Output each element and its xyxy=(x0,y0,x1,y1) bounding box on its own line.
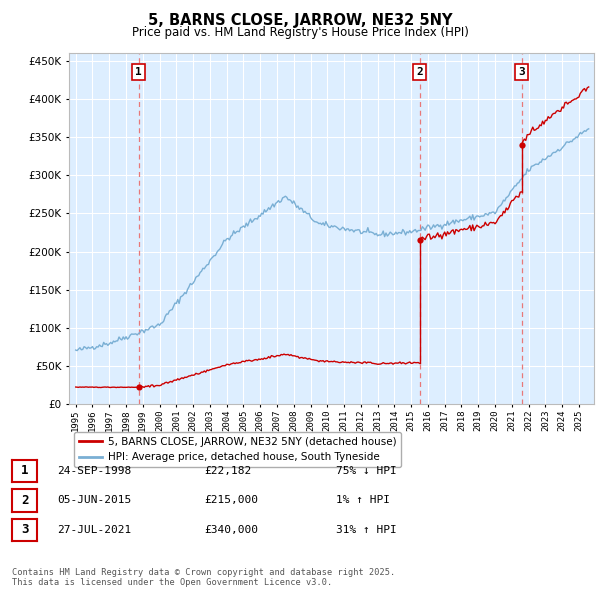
Text: £22,182: £22,182 xyxy=(204,466,251,476)
Text: 27-JUL-2021: 27-JUL-2021 xyxy=(57,525,131,535)
Text: 1% ↑ HPI: 1% ↑ HPI xyxy=(336,496,390,505)
Text: 1: 1 xyxy=(135,67,142,77)
Text: Contains HM Land Registry data © Crown copyright and database right 2025.
This d: Contains HM Land Registry data © Crown c… xyxy=(12,568,395,587)
Text: 31% ↑ HPI: 31% ↑ HPI xyxy=(336,525,397,535)
Text: 3: 3 xyxy=(518,67,525,77)
Text: £215,000: £215,000 xyxy=(204,496,258,505)
Legend: 5, BARNS CLOSE, JARROW, NE32 5NY (detached house), HPI: Average price, detached : 5, BARNS CLOSE, JARROW, NE32 5NY (detach… xyxy=(74,432,401,467)
Text: 2: 2 xyxy=(416,67,423,77)
Text: 5, BARNS CLOSE, JARROW, NE32 5NY: 5, BARNS CLOSE, JARROW, NE32 5NY xyxy=(148,13,452,28)
Text: 24-SEP-1998: 24-SEP-1998 xyxy=(57,466,131,476)
Text: 1: 1 xyxy=(21,464,28,477)
Text: 75% ↓ HPI: 75% ↓ HPI xyxy=(336,466,397,476)
Text: Price paid vs. HM Land Registry's House Price Index (HPI): Price paid vs. HM Land Registry's House … xyxy=(131,26,469,39)
Text: 2: 2 xyxy=(21,494,28,507)
Text: 05-JUN-2015: 05-JUN-2015 xyxy=(57,496,131,505)
Text: £340,000: £340,000 xyxy=(204,525,258,535)
Text: 3: 3 xyxy=(21,523,28,536)
